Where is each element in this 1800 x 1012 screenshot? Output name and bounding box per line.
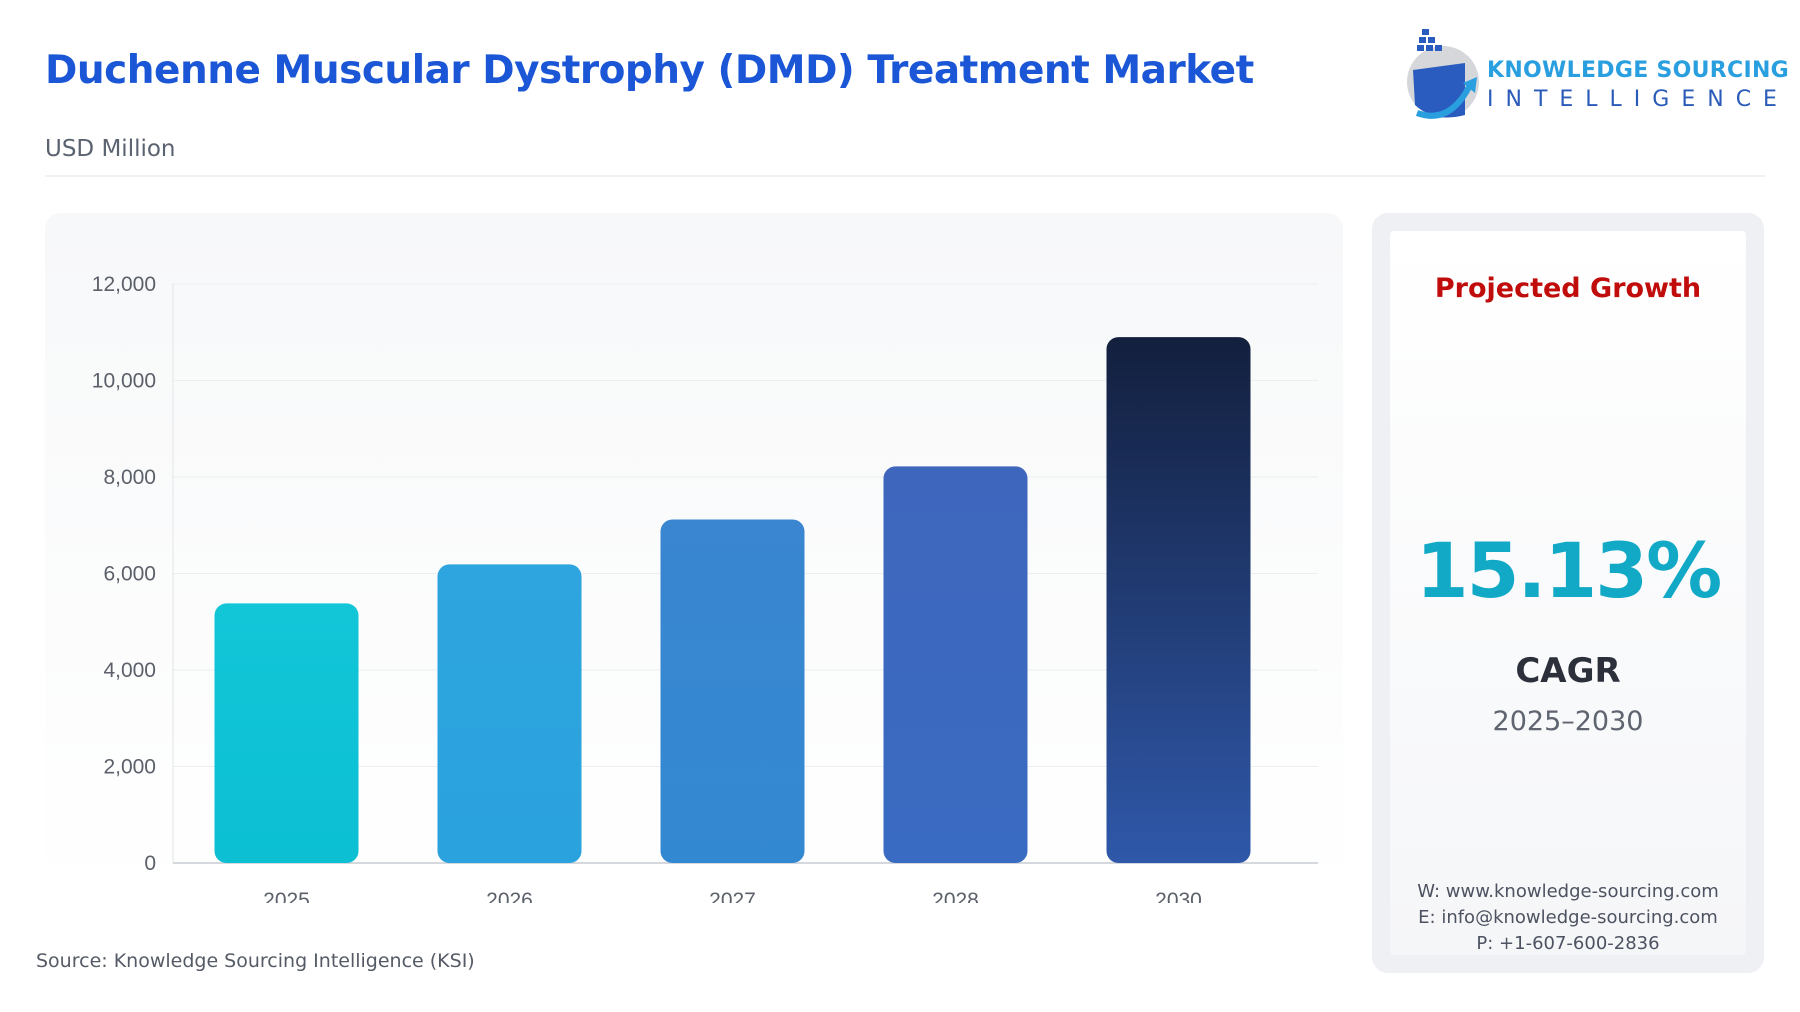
website-text: W: www.knowledge-sourcing.com <box>1417 881 1719 902</box>
bar-chart: 0 2,000 4,000 6,000 8,000 10,000 12,000 2025 202… <box>92 273 1318 903</box>
x-tick-label: 2026 <box>486 889 533 903</box>
x-tick-label: 2027 <box>709 889 756 903</box>
company-logo: KNOWLEDGE SOURCING INTELLIGENCE <box>1395 25 1789 120</box>
unit-subtitle: USD Million <box>45 136 176 162</box>
y-tick-label: 0 <box>144 852 156 875</box>
phone-text: P: +1-607-600-2836 <box>1476 933 1660 954</box>
bar-2028 <box>883 466 1028 863</box>
email-text: E: info@knowledge-sourcing.com <box>1418 907 1718 928</box>
chart-card: 0 2,000 4,000 6,000 8,000 10,000 12,000 2025 202… <box>45 213 1343 903</box>
page-title: Duchenne Muscular Dystrophy (DMD) Treatm… <box>45 48 1254 93</box>
bar-2030 <box>1106 337 1251 863</box>
cagr-value: 15.13% <box>1415 526 1723 615</box>
y-tick-label: 10,000 <box>92 370 156 393</box>
cagr-period: 2025–2030 <box>1492 706 1644 737</box>
logo-text-line2: INTELLIGENCE <box>1487 87 1789 112</box>
x-tick-label: 2028 <box>932 889 979 903</box>
logo-globe-icon <box>1407 29 1479 119</box>
y-tick-label: 6,000 <box>103 563 156 586</box>
bar-2025 <box>214 603 359 863</box>
y-tick-label: 12,000 <box>92 273 156 296</box>
divider <box>45 175 1765 177</box>
projected-growth-heading: Projected Growth <box>1434 273 1702 304</box>
bar-2026 <box>437 564 582 863</box>
x-tick-label: 2030 <box>1155 889 1202 903</box>
source-note: Source: Knowledge Sourcing Intelligence … <box>36 950 475 972</box>
x-tick-label: 2025 <box>263 889 310 903</box>
growth-panel: Projected Growth 15.13% CAGR 2025–2030 W… <box>1372 213 1764 973</box>
y-tick-label: 4,000 <box>103 659 156 682</box>
y-tick-label: 2,000 <box>103 756 156 779</box>
y-tick-label: 8,000 <box>103 466 156 489</box>
bar-2027 <box>660 519 805 863</box>
cagr-label: CAGR <box>1515 651 1621 691</box>
logo-text-line1: KNOWLEDGE SOURCING <box>1487 58 1790 83</box>
